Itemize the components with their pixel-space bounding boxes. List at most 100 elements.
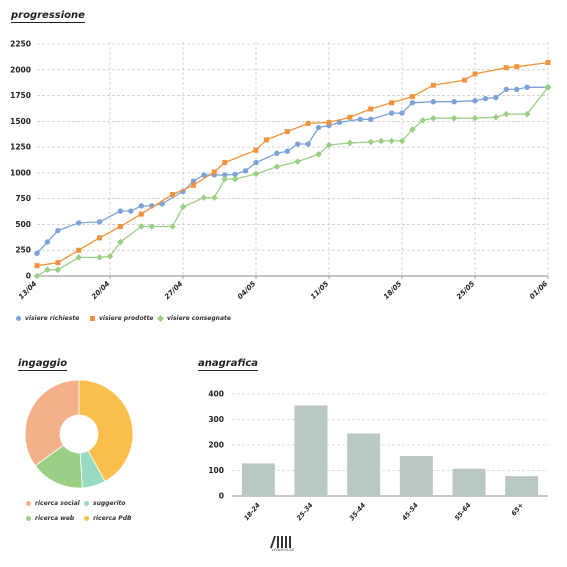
data-point [471,114,479,122]
donut-legend-web: ricerca web [26,515,74,522]
data-point [55,227,61,234]
legend-label: suggerito [93,500,126,507]
data-point [252,170,260,178]
bar [452,468,486,496]
data-point [493,94,499,101]
legend-label: ricerca web [35,515,75,522]
data-point [482,95,489,102]
data-point [232,171,238,178]
data-point [106,253,114,260]
legend-item-requested: visiere richieste [16,315,79,322]
data-point [117,224,123,230]
bar [347,433,381,496]
data-point [222,160,228,166]
data-point [325,141,333,149]
data-point [389,100,395,106]
data-point [117,208,124,214]
y-tick-label: 200 [208,441,224,450]
data-point [388,137,395,145]
legend-marker-circle [26,501,31,506]
data-point [117,238,124,246]
data-point [503,65,509,71]
legend-label: visiere consegnate [167,315,231,322]
data-point [305,120,311,126]
data-point [190,178,197,184]
data-point [231,175,239,183]
data-point [409,94,415,100]
data-point [201,172,207,178]
bar [399,455,433,496]
x-tick-label: 18-24 [242,501,262,522]
legend-item-delivered: visiere consegnate [156,314,231,323]
legend-marker-square [90,316,95,321]
data-point [54,266,62,274]
data-point [388,110,395,116]
data-point [128,208,134,214]
logo: VIVAMOLAZ [268,536,298,552]
data-point [273,163,281,171]
data-point [377,137,385,145]
data-point [253,159,259,166]
engagement-title: ingaggio [18,358,68,371]
pie-slice [78,379,134,482]
data-point [523,110,531,118]
data-point [462,77,468,83]
data-point [210,194,218,201]
y-tick-label: 0 [219,492,224,501]
data-point [179,203,187,211]
logo-icon [270,536,291,548]
data-point [368,116,374,122]
data-point [44,239,51,245]
data-point [96,254,103,261]
progress-title: progressione [11,10,85,23]
data-point [190,182,196,188]
data-point [367,138,375,146]
data-point [200,194,208,201]
data-point [346,139,354,147]
data-point [368,106,374,112]
logo-text: VIVAMOLAZ [271,548,295,552]
legend-item-produced: visiere prodotte [90,315,153,322]
legend-label: visiere richieste [25,315,80,322]
data-point [211,169,217,175]
x-tick-label: 45-54 [400,501,420,522]
y-tick-label: 500 [15,220,31,229]
y-tick-label: 300 [208,415,224,424]
demographics-title: anagrafica [198,358,258,371]
data-point [429,114,437,122]
legend-label: visiere prodotte [99,315,154,322]
data-point [430,82,436,88]
data-point [305,141,311,147]
data-point [398,137,406,145]
data-point [55,260,61,266]
x-tick-label: 25-34 [295,501,315,522]
data-point [33,272,41,280]
y-tick-label: 750 [15,194,31,203]
bar [505,476,539,496]
data-point [263,137,269,143]
data-point [545,60,551,66]
donut-legend-suggested: suggerito [84,500,126,507]
y-tick-label: 1000 [10,168,31,177]
data-point [315,124,322,131]
legend-label: ricerca PdB [93,515,132,522]
y-tick-label: 1250 [10,143,31,152]
y-tick-label: 0 [26,272,31,281]
data-point [76,247,82,253]
data-point [472,71,478,77]
data-point [34,263,40,269]
data-point [430,99,436,105]
data-point [137,223,145,230]
bar [241,463,275,496]
data-point [419,117,427,124]
bar [294,405,328,496]
data-point [357,116,363,122]
data-point [399,110,405,116]
data-point [524,84,530,91]
donut-legend-pdb: ricerca PdB [84,515,132,522]
data-point [409,126,416,133]
data-point [347,114,353,120]
